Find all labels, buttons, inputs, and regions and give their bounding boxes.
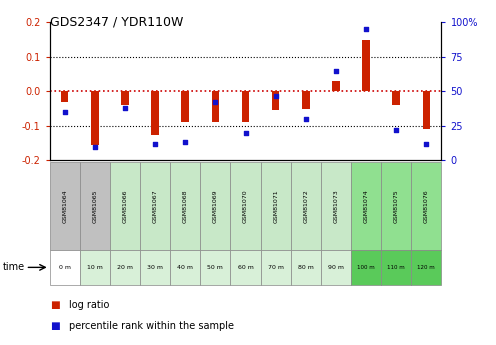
Bar — [200, 162, 231, 250]
Bar — [200, 250, 231, 285]
Point — [362, 27, 370, 32]
Bar — [272, 91, 279, 110]
Text: 120 m: 120 m — [418, 265, 435, 270]
Bar — [91, 91, 99, 145]
Text: GSM81069: GSM81069 — [213, 189, 218, 223]
Text: GSM81070: GSM81070 — [243, 189, 248, 223]
Text: ■: ■ — [50, 321, 60, 331]
Bar — [140, 162, 170, 250]
Text: 100 m: 100 m — [357, 265, 375, 270]
Point — [302, 116, 310, 122]
Text: GSM81074: GSM81074 — [364, 189, 369, 223]
Bar — [110, 250, 140, 285]
Bar — [242, 91, 249, 122]
Text: percentile rank within the sample: percentile rank within the sample — [69, 321, 235, 331]
Text: 90 m: 90 m — [328, 265, 344, 270]
Text: 20 m: 20 m — [117, 265, 133, 270]
Text: 10 m: 10 m — [87, 265, 103, 270]
Point — [211, 100, 219, 105]
Point — [181, 140, 189, 145]
Bar — [182, 91, 189, 122]
Bar — [423, 91, 430, 129]
Point — [151, 141, 159, 147]
Text: 60 m: 60 m — [238, 265, 253, 270]
Bar — [302, 91, 310, 109]
Text: GSM81068: GSM81068 — [183, 189, 188, 223]
Text: 110 m: 110 m — [387, 265, 405, 270]
Point — [392, 127, 400, 133]
Point — [423, 141, 431, 147]
Text: time: time — [2, 263, 25, 272]
Bar — [110, 162, 140, 250]
Point — [332, 68, 340, 73]
Bar — [260, 162, 291, 250]
Text: log ratio: log ratio — [69, 300, 110, 310]
Bar — [231, 162, 260, 250]
Bar — [231, 250, 260, 285]
Text: 50 m: 50 m — [207, 265, 223, 270]
Bar — [151, 91, 159, 135]
Bar — [381, 162, 411, 250]
Bar — [140, 250, 170, 285]
Bar — [170, 162, 200, 250]
Text: GDS2347 / YDR110W: GDS2347 / YDR110W — [50, 16, 183, 29]
Bar — [260, 250, 291, 285]
Text: GSM81076: GSM81076 — [424, 189, 429, 223]
Bar — [381, 250, 411, 285]
Text: GSM81065: GSM81065 — [92, 189, 97, 223]
Point — [242, 130, 249, 136]
Text: 40 m: 40 m — [177, 265, 193, 270]
Text: 0 m: 0 m — [59, 265, 70, 270]
Bar — [411, 250, 441, 285]
Point — [91, 144, 99, 149]
Point — [121, 105, 129, 111]
Text: GSM81067: GSM81067 — [153, 189, 158, 223]
Text: 30 m: 30 m — [147, 265, 163, 270]
Bar — [80, 162, 110, 250]
Bar — [351, 162, 381, 250]
Text: GSM81064: GSM81064 — [62, 189, 67, 223]
Bar — [392, 91, 400, 105]
Text: ■: ■ — [50, 300, 60, 310]
Text: GSM81073: GSM81073 — [333, 189, 338, 223]
Bar — [291, 250, 321, 285]
Bar — [50, 250, 80, 285]
Bar — [170, 250, 200, 285]
Bar — [212, 91, 219, 122]
Text: 70 m: 70 m — [268, 265, 284, 270]
Text: GSM81075: GSM81075 — [394, 189, 399, 223]
Bar — [321, 162, 351, 250]
Bar — [351, 250, 381, 285]
Bar — [291, 162, 321, 250]
Bar — [362, 40, 370, 91]
Text: GSM81066: GSM81066 — [123, 189, 127, 223]
Text: GSM81072: GSM81072 — [303, 189, 309, 223]
Text: 80 m: 80 m — [298, 265, 314, 270]
Bar — [332, 81, 340, 91]
Bar — [121, 91, 129, 105]
Text: GSM81071: GSM81071 — [273, 189, 278, 223]
Bar — [61, 91, 68, 102]
Point — [272, 93, 280, 98]
Bar — [50, 162, 80, 250]
Bar — [80, 250, 110, 285]
Bar — [411, 162, 441, 250]
Point — [61, 109, 68, 115]
Bar — [321, 250, 351, 285]
